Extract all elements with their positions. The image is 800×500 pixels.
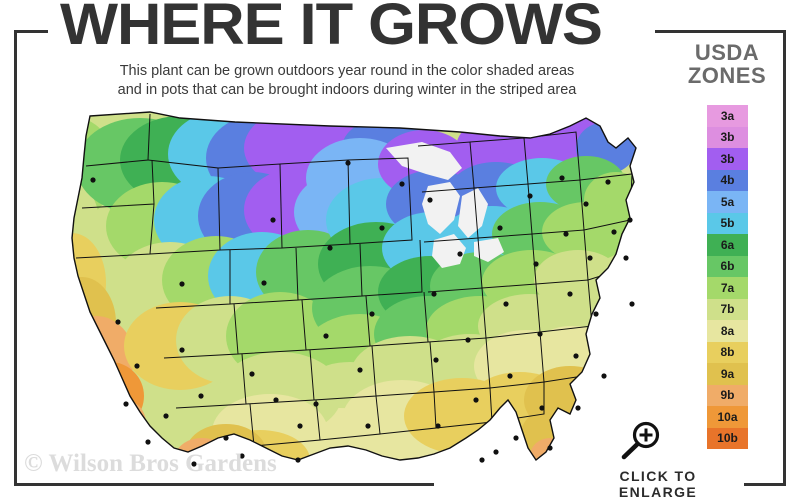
city-marker — [465, 337, 471, 343]
subtitle: This plant can be grown outdoors year ro… — [62, 62, 632, 100]
city-marker — [90, 177, 96, 183]
city-marker — [431, 291, 437, 297]
city-marker — [433, 357, 439, 363]
legend-title-line-2: ZONES — [687, 63, 767, 88]
legend-swatch-6b-7: 6b — [707, 255, 748, 277]
city-marker — [379, 225, 385, 231]
legend-title-line-1: USDA — [694, 40, 760, 65]
city-markers — [90, 160, 635, 467]
city-marker — [223, 435, 229, 441]
city-marker — [623, 255, 629, 261]
city-marker — [399, 181, 405, 187]
city-marker — [601, 373, 607, 379]
legend-swatch-7b-9: 7b — [707, 298, 748, 320]
city-marker — [503, 301, 509, 307]
city-marker — [627, 217, 633, 223]
great-lakes — [386, 142, 504, 268]
city-marker — [539, 405, 545, 411]
frame-border-top-right — [655, 30, 786, 33]
city-marker — [313, 401, 319, 407]
city-marker — [323, 333, 329, 339]
legend-swatch-8a-10: 8a — [707, 320, 748, 342]
city-marker — [457, 251, 463, 257]
legend-swatch-6a-6: 6a — [707, 234, 748, 256]
city-marker — [493, 449, 499, 455]
city-marker — [327, 245, 333, 251]
legend-swatch-9a-12: 9a — [707, 363, 748, 385]
city-marker — [563, 231, 569, 237]
legend-swatch-5a-4: 5a — [707, 191, 748, 213]
city-marker — [533, 261, 539, 267]
city-marker — [163, 413, 169, 419]
frame-border-left — [14, 30, 17, 486]
city-marker — [365, 423, 371, 429]
frame-border-bottom-left — [14, 483, 434, 486]
legend-swatch-7a-8: 7a — [707, 277, 748, 299]
city-marker — [629, 301, 635, 307]
city-marker — [261, 280, 267, 286]
frame-border-right — [783, 30, 786, 486]
city-marker — [179, 347, 185, 353]
legend-swatch-9b-13: 9b — [707, 384, 748, 406]
page-title: WHERE IT GROWS — [60, 0, 603, 57]
city-marker — [239, 453, 245, 459]
legend-title: USDA ZONES — [668, 41, 786, 87]
city-marker — [295, 457, 301, 463]
city-marker — [427, 197, 433, 203]
subtitle-line-2: and in pots that can be brought indoors … — [117, 82, 577, 98]
city-marker — [273, 397, 279, 403]
legend-swatch-3a-0: 3a — [707, 105, 748, 127]
city-marker — [198, 393, 204, 399]
frame-border-bottom-right — [744, 483, 786, 486]
subtitle-line-1: This plant can be grown outdoors year ro… — [119, 63, 575, 79]
city-marker — [357, 367, 363, 373]
legend-swatch-10b-15: 10b — [707, 427, 748, 449]
click-to-enlarge-label[interactable]: CLICK TO ENLARGE — [618, 468, 698, 500]
city-marker — [605, 179, 611, 185]
usda-zone-legend: 3a 3b 3b 4b 5a 5b 6a 6b 7a 7b 8a 8b 9a 9b 10a 10b — [707, 105, 748, 449]
city-marker — [115, 319, 121, 325]
legend-swatch-4b-3: 4b — [707, 169, 748, 191]
city-marker — [559, 175, 565, 181]
legend-swatch-10a-14: 10a — [707, 406, 748, 428]
city-marker — [593, 311, 599, 317]
city-marker — [473, 397, 479, 403]
city-marker — [583, 201, 589, 207]
frame-border-top-left — [14, 30, 48, 33]
city-marker — [513, 435, 519, 441]
watermark: © Wilson Bros Gardens — [24, 450, 277, 477]
map-graphic — [71, 111, 637, 467]
hardiness-zone-map[interactable] — [30, 108, 658, 473]
city-marker — [134, 363, 140, 369]
city-marker — [497, 225, 503, 231]
city-marker — [587, 255, 593, 261]
magnifier-plus-icon[interactable] — [617, 420, 665, 462]
city-marker — [297, 423, 303, 429]
city-marker — [435, 423, 441, 429]
city-marker — [575, 405, 581, 411]
city-marker — [527, 193, 533, 199]
city-marker — [537, 331, 543, 337]
city-marker — [479, 457, 485, 463]
city-marker — [191, 461, 197, 467]
city-marker — [249, 371, 255, 377]
city-marker — [547, 445, 553, 451]
legend-swatch-3b-2: 3b — [707, 148, 748, 170]
legend-swatch-5b-5: 5b — [707, 212, 748, 234]
city-marker — [270, 217, 276, 223]
legend-swatch-3b-1: 3b — [707, 126, 748, 148]
city-marker — [123, 401, 129, 407]
country-outline — [71, 111, 637, 462]
city-marker — [507, 373, 513, 379]
city-marker — [573, 353, 579, 359]
city-marker — [345, 160, 351, 166]
city-marker — [611, 229, 617, 235]
city-marker — [179, 281, 185, 287]
city-marker — [369, 311, 375, 317]
city-marker — [567, 291, 573, 297]
legend-swatch-8b-11: 8b — [707, 341, 748, 363]
city-marker — [145, 439, 151, 445]
